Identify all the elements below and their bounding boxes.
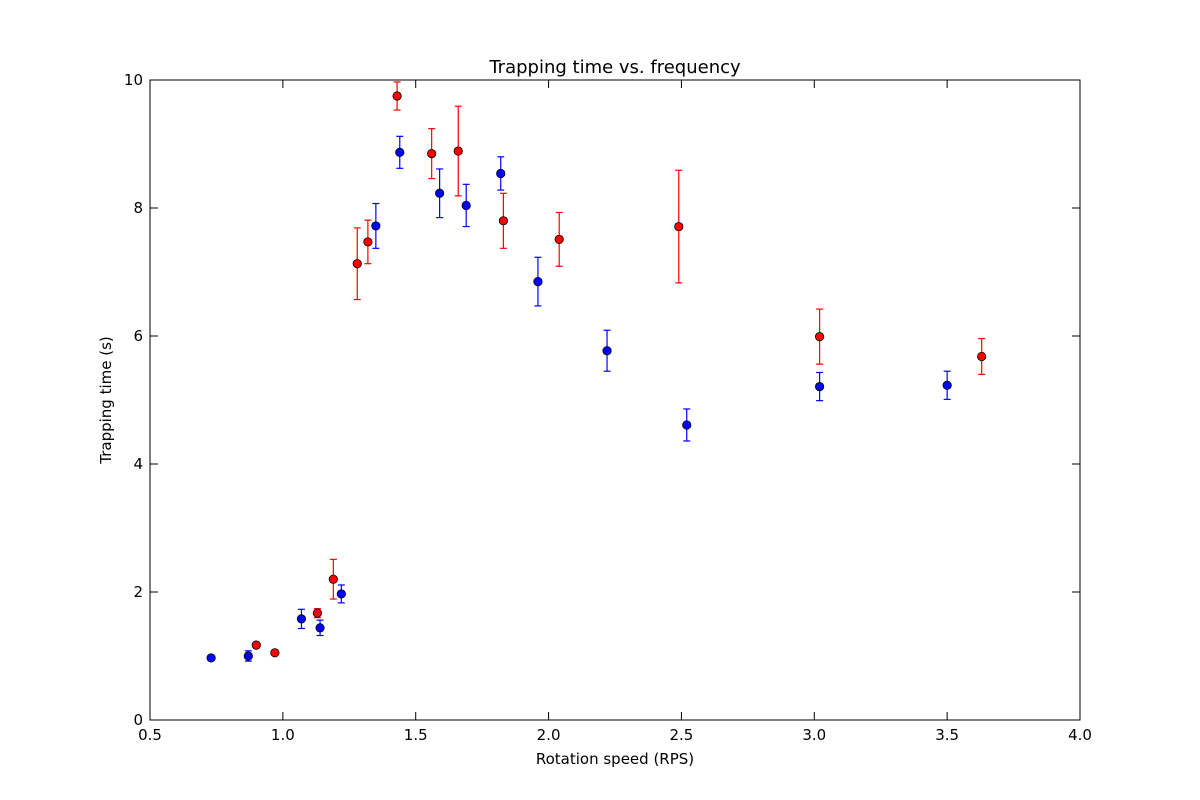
data-point-1-2 [312, 608, 322, 618]
data-point-1-11 [674, 221, 684, 232]
x-tick-label-7: 4.0 [1068, 726, 1092, 744]
x-tick-label-5: 3.0 [802, 726, 826, 744]
data-point-0-11 [602, 346, 612, 356]
y-tick-label-2: 4 [133, 455, 143, 473]
x-axis-label: Rotation speed (RPS) [536, 750, 694, 768]
data-point-1-5 [363, 237, 373, 247]
series-1 [251, 81, 987, 658]
data-point-1-4 [352, 259, 362, 269]
data-point-0-5 [371, 221, 381, 231]
data-point-0-0 [206, 653, 216, 663]
data-point-1-1 [270, 648, 280, 658]
x-tick-label-3: 2.0 [537, 726, 561, 744]
y-tick-label-4: 8 [133, 199, 143, 217]
y-tick-label-0: 0 [133, 711, 143, 729]
data-point-0-9 [496, 168, 506, 179]
data-point-0-3 [315, 623, 325, 633]
y-tick-label-5: 10 [124, 71, 143, 89]
x-tick-label-1: 1.0 [271, 726, 295, 744]
x-tick-label-6: 3.5 [935, 726, 959, 744]
data-point-0-6 [395, 147, 405, 157]
x-tick-label-2: 1.5 [404, 726, 428, 744]
data-point-0-12 [682, 420, 692, 430]
data-point-0-1 [243, 651, 253, 661]
data-point-1-6 [392, 91, 402, 101]
x-tick-label-0: 0.5 [138, 726, 162, 744]
data-point-0-10 [533, 276, 543, 287]
series-0 [206, 135, 952, 663]
y-axis: 0 2 4 6 8 10 [124, 71, 1080, 729]
y-axis-label: Trapping time (s) [97, 336, 115, 465]
chart-title: Trapping time vs. frequency [488, 57, 741, 78]
data-point-0-2 [296, 614, 307, 624]
data-point-1-3 [328, 574, 338, 584]
data-point-1-7 [427, 149, 437, 159]
data-point-1-12 [814, 332, 825, 342]
data-point-0-8 [461, 200, 471, 211]
plot-frame [149, 79, 1081, 721]
y-tick-label-1: 2 [133, 583, 143, 601]
data-marks [206, 81, 987, 663]
data-point-1-0 [251, 640, 261, 650]
data-point-0-13 [814, 381, 825, 392]
data-point-0-4 [336, 589, 346, 599]
x-axis: 0.5 1.0 1.5 2.0 2.5 3.0 3.5 4.0 [138, 80, 1092, 744]
data-point-0-14 [942, 380, 952, 390]
data-point-1-10 [554, 234, 564, 244]
data-point-1-8 [453, 146, 463, 156]
data-point-1-9 [498, 216, 508, 226]
data-point-1-13 [977, 351, 987, 362]
data-point-0-7 [435, 188, 445, 198]
y-tick-label-3: 6 [133, 327, 143, 345]
x-tick-label-4: 2.5 [669, 726, 693, 744]
